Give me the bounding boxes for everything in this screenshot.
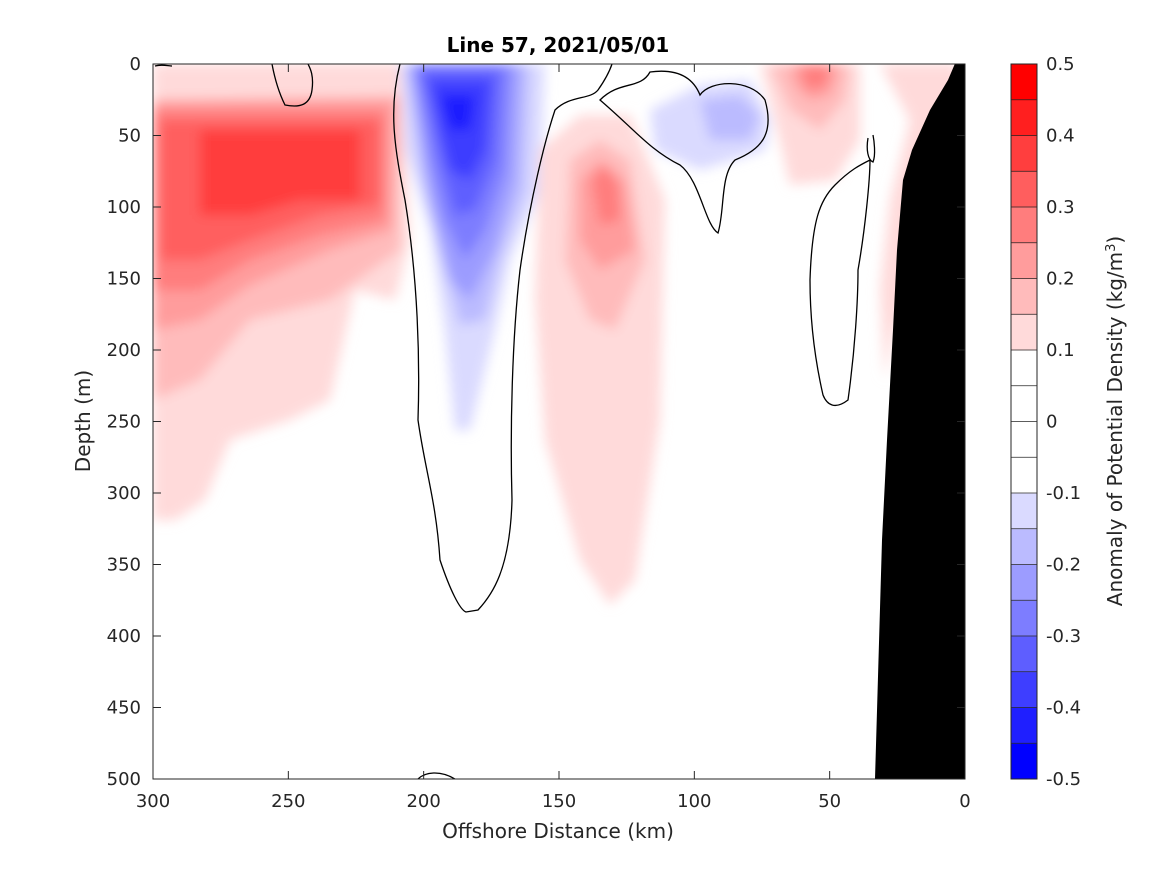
- colorbar-tick-label: 0.4: [1046, 126, 1075, 147]
- colorbar-segment: [1011, 457, 1037, 494]
- x-tick-label: 0: [959, 791, 970, 812]
- x-axis: 300 250 200 150 100 50 0: [136, 64, 971, 812]
- colorbar-segment: [1011, 528, 1037, 565]
- colorbar-segment: [1011, 242, 1037, 279]
- colorbar-segment: [1011, 135, 1037, 172]
- colorbar-segment: [1011, 99, 1037, 136]
- colorbar-segment: [1011, 671, 1037, 708]
- y-tick-label: 450: [107, 698, 141, 719]
- anomaly-region: [592, 165, 620, 225]
- y-tick-label: 0: [130, 54, 141, 75]
- y-tick-label: 500: [107, 769, 141, 790]
- bathymetry: [875, 64, 965, 779]
- colorbar-segment: [1011, 207, 1037, 244]
- colorbar-tick-label: -0.4: [1046, 698, 1081, 719]
- colorbar-label: Anomaly of Potential Density (kg/m3): [1103, 236, 1127, 606]
- y-axis-label: Depth (m): [71, 370, 95, 472]
- y-tick-label: 400: [107, 626, 141, 647]
- zero-contour-line: [393, 64, 613, 613]
- colorbar-segment: [1011, 278, 1037, 315]
- zero-contour-line: [417, 772, 456, 779]
- colorbar-segment: [1011, 493, 1037, 530]
- colorbar-segment: [1011, 707, 1037, 744]
- anomaly-region: [700, 95, 760, 140]
- y-tick-label: 50: [118, 126, 141, 147]
- x-tick-label: 250: [271, 791, 305, 812]
- zero-contour-line: [866, 134, 876, 163]
- colorbar-segment: [1011, 636, 1037, 673]
- y-axis: 0 50 100 150 200 250 300 350 400 450 500: [107, 54, 965, 790]
- colorbar-segment: [1011, 314, 1037, 351]
- colorbar-tick-label: 0.2: [1046, 269, 1075, 290]
- anomaly-region: [220, 130, 300, 190]
- zero-contour-line: [809, 158, 871, 407]
- colorbar-tick-label: -0.3: [1046, 626, 1081, 647]
- colorbar-segment: [1011, 421, 1037, 458]
- colorbar-segment: [1011, 600, 1037, 637]
- zero-contour-line: [599, 70, 769, 234]
- x-tick-label: 200: [406, 791, 440, 812]
- colorbar-tick-label: 0.3: [1046, 197, 1075, 218]
- colorbar-tick-label: -0.1: [1046, 483, 1081, 504]
- zero-contour-line: [154, 64, 173, 67]
- colorbar-tick-label: 0: [1046, 412, 1057, 433]
- colorbar-segment: [1011, 385, 1037, 422]
- zero-contour-line: [271, 64, 314, 107]
- colorbar-tick-label: -0.5: [1046, 769, 1081, 790]
- y-tick-label: 150: [107, 269, 141, 290]
- colorbar-tick-label: 0.5: [1046, 54, 1075, 75]
- colorbar-frame: [1010, 63, 1038, 780]
- colorbar-segment: [1011, 171, 1037, 208]
- y-tick-label: 100: [107, 197, 141, 218]
- y-tick-label: 300: [107, 483, 141, 504]
- y-tick-label: 250: [107, 412, 141, 433]
- x-tick-label: 100: [677, 791, 711, 812]
- colorbar-segment: [1011, 743, 1037, 780]
- x-tick-label: 300: [136, 791, 170, 812]
- x-tick-label: 50: [818, 791, 841, 812]
- colorbar: 0.5 0.4 0.3 0.2 0.1 0 -0.1 -0.2 -0.3 -0.4 -0.5 Ano…: [1010, 54, 1127, 790]
- anomaly-region: [800, 64, 830, 90]
- colorbar-segment: [1011, 564, 1037, 601]
- colorbar-segment: [1011, 350, 1037, 387]
- y-tick-label: 350: [107, 555, 141, 576]
- x-tick-label: 150: [542, 791, 576, 812]
- plot-area: 300 250 200 150 100 50 0 050100150200250300350…: [107, 54, 971, 812]
- anomaly-region: [440, 95, 475, 130]
- colorbar-segment: [1011, 64, 1037, 101]
- y-tick-label: 200: [107, 340, 141, 361]
- colorbar-tick-label: -0.2: [1046, 555, 1081, 576]
- chart-title: Line 57, 2021/05/01: [447, 33, 670, 57]
- x-axis-label: Offshore Distance (km): [442, 819, 674, 843]
- colorbar-tick-label: 0.1: [1046, 340, 1075, 361]
